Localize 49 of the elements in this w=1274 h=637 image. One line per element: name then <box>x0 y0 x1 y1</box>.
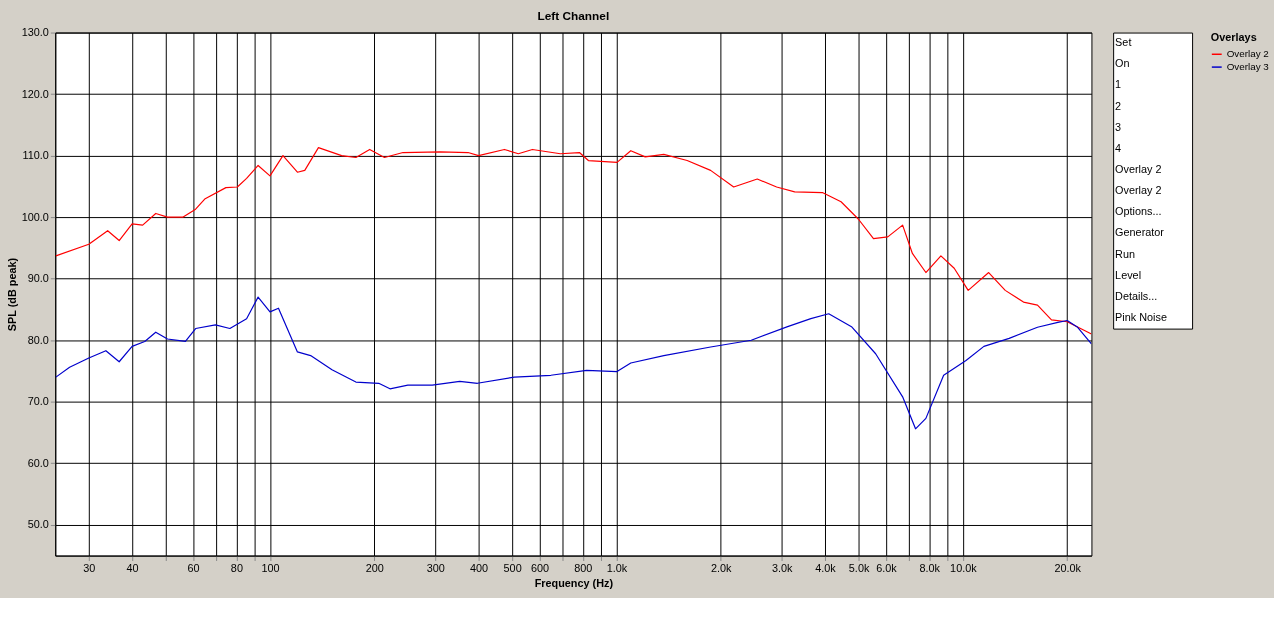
x-tick-label: 40 <box>126 561 139 574</box>
text: Overlay 2 <box>1115 184 1162 197</box>
text: Pink Noise <box>1115 310 1167 323</box>
text: 3 <box>1115 120 1122 133</box>
legend-label: Overlay 2 <box>1226 48 1269 60</box>
y-tick-label: 60.0 <box>27 456 49 469</box>
text: Level <box>1115 268 1142 281</box>
x-tick-label: 400 <box>470 561 489 574</box>
x-tick-label: 10.0k <box>950 561 978 574</box>
y-tick-label: 130.0 <box>21 26 49 39</box>
legend-label: Overlay 3 <box>1226 61 1270 73</box>
x-tick-label: 80 <box>230 561 243 574</box>
x-tick-label: 5.0k <box>848 561 870 574</box>
text: 4 <box>1115 141 1122 154</box>
y-tick-label: 90.0 <box>27 272 49 285</box>
x-tick-label: 20.0k <box>1054 561 1082 574</box>
y-tick-label: 50.0 <box>27 518 49 531</box>
x-tick-label: 30 <box>83 561 96 574</box>
y-tick-label: 120.0 <box>21 87 49 100</box>
x-tick-label: 4.0k <box>815 561 837 574</box>
y-tick-label: 70.0 <box>27 395 49 408</box>
x-tick-label: 2.0k <box>710 561 733 574</box>
text: Run <box>1115 247 1136 260</box>
x-tick-label: 200 <box>365 561 384 574</box>
x-tick-label: 1.0k <box>606 561 628 574</box>
text: Details... <box>1115 289 1158 302</box>
text: 2 <box>1115 99 1122 112</box>
x-tick-label: 8.0k <box>919 561 941 574</box>
x-tick-label: 60 <box>187 561 200 574</box>
text: Overlay 2 <box>1115 162 1162 175</box>
x-tick-label: 100 <box>261 561 280 574</box>
y-tick-label: 110.0 <box>22 149 49 162</box>
text: Options... <box>1115 205 1162 218</box>
y-tick-label: 80.0 <box>27 333 49 346</box>
x-tick-label: 600 <box>531 561 550 574</box>
chart-title: Left Channel <box>537 8 610 23</box>
text: 1 <box>1115 78 1122 91</box>
x-axis-title: Frequency (Hz) <box>534 576 614 589</box>
text: Generator <box>1115 226 1165 239</box>
y-axis-title: SPL (dB peak) <box>5 257 18 332</box>
text: On <box>1115 57 1130 70</box>
x-tick-label: 300 <box>426 561 445 574</box>
x-tick-label: 800 <box>574 561 593 574</box>
x-tick-label: 6.0k <box>876 561 898 574</box>
x-tick-label: 500 <box>503 561 522 574</box>
legend-title: Overlays <box>1210 31 1257 44</box>
x-tick-label: 3.0k <box>771 561 794 574</box>
y-tick-label: 100.0 <box>21 210 49 223</box>
text: Set <box>1115 36 1132 49</box>
